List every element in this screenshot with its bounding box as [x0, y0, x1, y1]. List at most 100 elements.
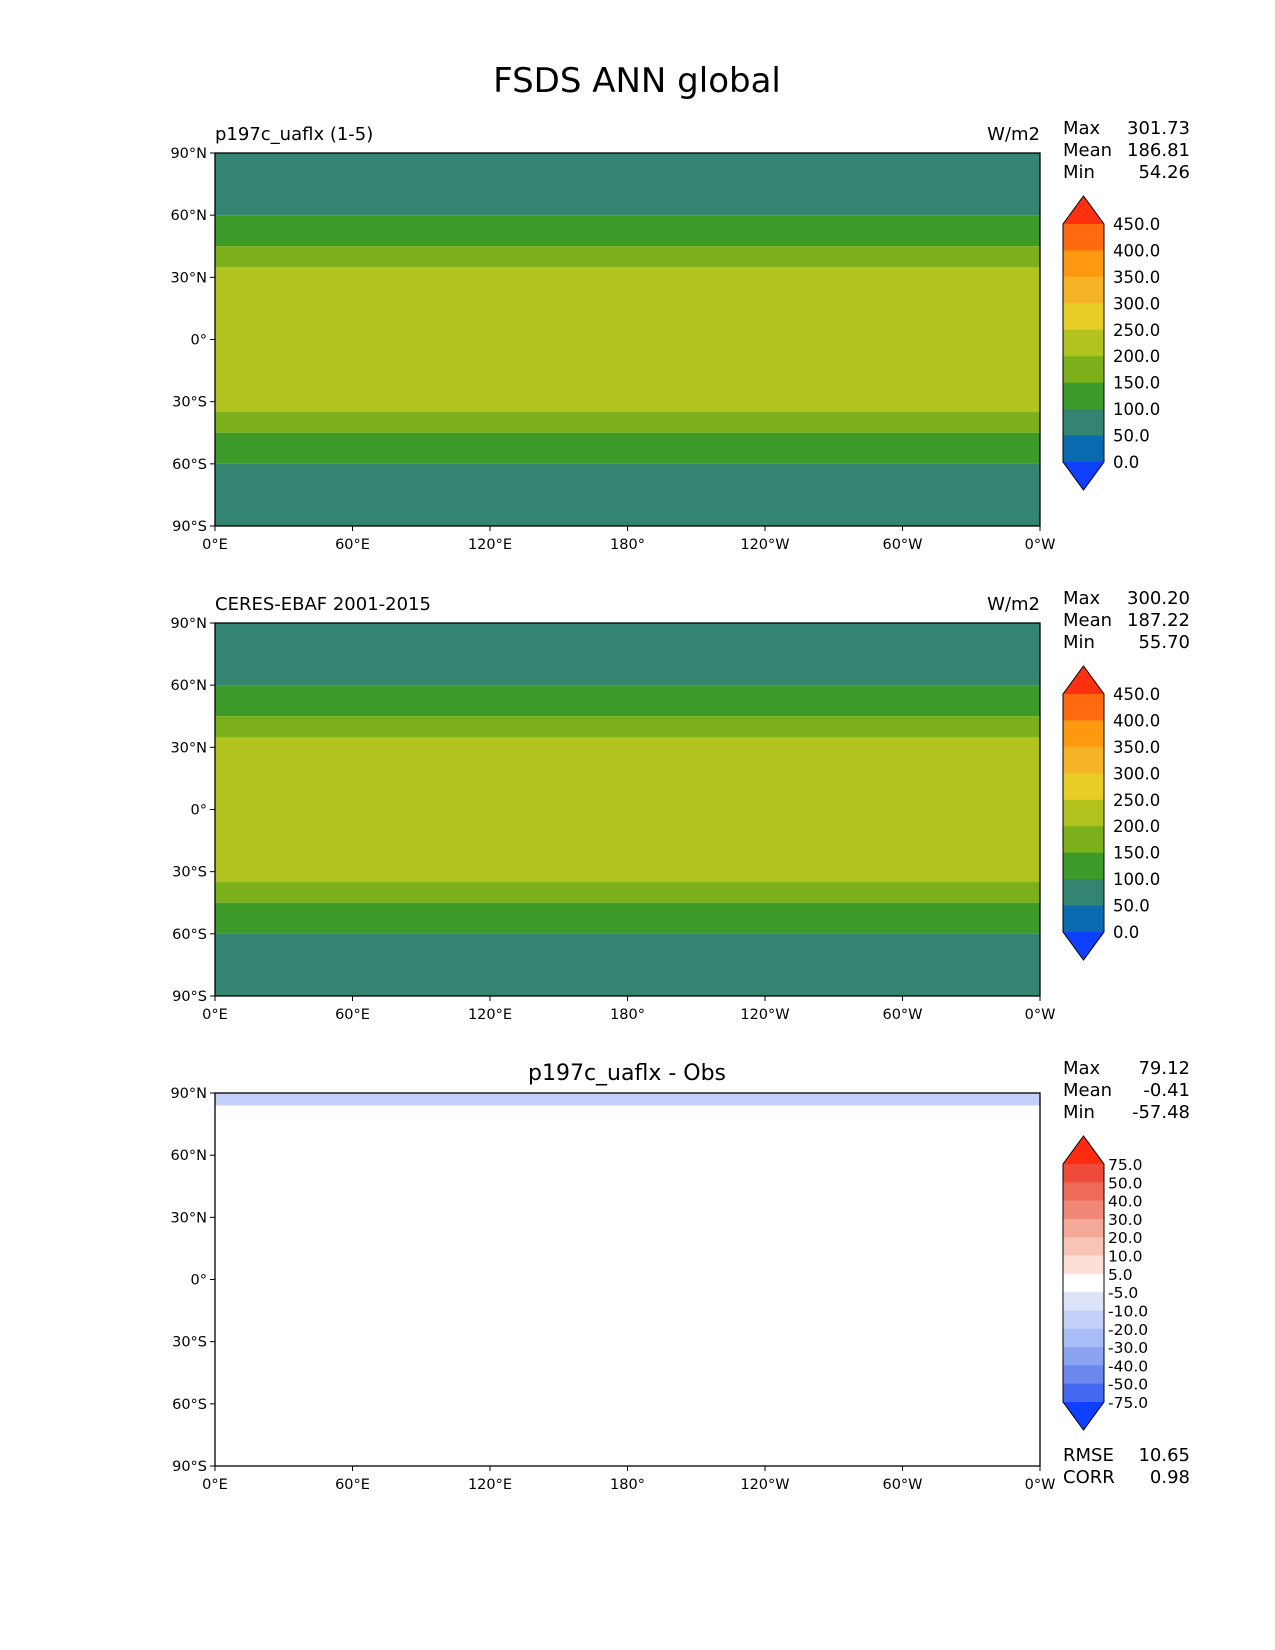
- colorbar-label: 350.0: [1113, 738, 1160, 757]
- field-band: [215, 1105, 1040, 1466]
- y-tick-label: 90°N: [170, 616, 207, 632]
- x-tick-label: 120°W: [740, 1477, 789, 1493]
- field-band: [215, 463, 1040, 526]
- y-tick-label: 30°S: [172, 865, 207, 881]
- x-tick-label: 60°E: [335, 537, 370, 553]
- colorbar-segment: [1063, 1310, 1104, 1330]
- colorbar-label: -20.0: [1108, 1321, 1148, 1339]
- colorbar-label: 300.0: [1113, 294, 1160, 313]
- colorbar-segment: [1063, 382, 1104, 410]
- field-band: [215, 736, 1040, 883]
- colorbar-label: 150.0: [1113, 844, 1160, 863]
- field-band: [215, 623, 1040, 686]
- panel-units: W/m2: [987, 124, 1040, 145]
- colorbar-outline: [1062, 1135, 1105, 1431]
- x-tick-label: 180°: [610, 1007, 645, 1023]
- panel-units: W/m2: [987, 594, 1040, 615]
- stat-value: 186.81: [1127, 140, 1190, 161]
- colorbar-label: 50.0: [1113, 427, 1150, 446]
- colorbar-label: 50.0: [1113, 897, 1150, 916]
- colorbar-segment: [1063, 1273, 1104, 1293]
- field-band: [215, 716, 1040, 737]
- colorbar-label: 350.0: [1113, 268, 1160, 287]
- colorbar-label: 20.0: [1108, 1229, 1143, 1247]
- panel-title: p197c_uaflx - Obs: [528, 1061, 726, 1086]
- figure-title: FSDS ANN global: [493, 61, 781, 101]
- colorbar-segment: [1063, 799, 1104, 827]
- colorbar-outline: [1062, 665, 1105, 961]
- x-tick-label: 60°W: [882, 537, 922, 553]
- y-tick-label: 30°N: [170, 1210, 207, 1226]
- colorbar-label: 30.0: [1108, 1211, 1143, 1229]
- colorbar-extend-bottom: [1063, 462, 1104, 490]
- x-tick-label: 0°W: [1025, 1477, 1056, 1493]
- colorbar-label: 450.0: [1113, 685, 1160, 704]
- colorbar-segment: [1063, 694, 1104, 721]
- colorbar-label: 75.0: [1108, 1156, 1143, 1174]
- colorbar-label: -5.0: [1108, 1284, 1138, 1302]
- colorbar-segment: [1063, 826, 1104, 854]
- y-tick-label: 90°S: [172, 989, 207, 1005]
- colorbar-segment: [1063, 879, 1104, 907]
- map-field: [215, 153, 1040, 526]
- field-band: [215, 902, 1040, 934]
- y-tick-label: 90°S: [172, 519, 207, 535]
- colorbar: 75.050.040.030.020.010.05.0-5.0-10.0-20.…: [1062, 1135, 1148, 1431]
- y-tick-label: 0°: [191, 803, 207, 819]
- colorbar-segment: [1063, 1292, 1104, 1311]
- field-band: [215, 685, 1040, 717]
- x-tick-label: 0°E: [202, 1477, 228, 1493]
- x-tick-label: 0°E: [202, 1007, 228, 1023]
- stat-label: Min: [1063, 632, 1095, 653]
- colorbar-label: -10.0: [1108, 1302, 1148, 1320]
- colorbar: 450.0 400.0 350.0 300.0 250.0 200.0 150.0 100.0…: [1062, 665, 1160, 961]
- colorbar-segment: [1063, 1328, 1104, 1348]
- field-band: [215, 933, 1040, 996]
- field-band: [215, 412, 1040, 433]
- panel-reference: CERES-EBAF 2001-2015 W/m2 0°E 60°E 120°E 18…: [170, 588, 1190, 1023]
- x-tick-label: 120°E: [468, 1477, 512, 1493]
- field-band: [215, 266, 1040, 413]
- colorbar-segment: [1063, 1164, 1104, 1183]
- colorbar-label: 50.0: [1108, 1174, 1143, 1192]
- field-band: [215, 1093, 1040, 1106]
- field-band: [215, 246, 1040, 267]
- colorbar-label: -50.0: [1108, 1376, 1148, 1394]
- colorbar-extend-bottom: [1063, 1402, 1104, 1430]
- x-tick-label: 0°W: [1025, 537, 1056, 553]
- colorbar-outline: [1062, 195, 1105, 491]
- stat-value: -0.41: [1143, 1080, 1190, 1101]
- y-tick-label: 0°: [191, 1273, 207, 1289]
- x-tick-label: 120°W: [740, 537, 789, 553]
- x-tick-label: 60°E: [335, 1007, 370, 1023]
- stat-label: Max: [1063, 1058, 1101, 1079]
- stat-value: 79.12: [1138, 1058, 1190, 1079]
- colorbar-segment: [1063, 1365, 1104, 1385]
- colorbar-label: -30.0: [1108, 1339, 1148, 1357]
- colorbar-segment: [1063, 720, 1104, 748]
- field-band: [215, 432, 1040, 464]
- y-tick-label: 90°N: [170, 146, 207, 162]
- colorbar-label: 200.0: [1113, 817, 1160, 836]
- colorbar-label: 150.0: [1113, 374, 1160, 393]
- colorbar: 450.0 400.0 350.0 300.0 250.0 200.0 150.0 100.0…: [1062, 195, 1160, 491]
- map-field: [215, 1093, 1040, 1466]
- y-tick-label: 30°N: [170, 740, 207, 756]
- colorbar-extend-top: [1063, 666, 1104, 694]
- x-tick-label: 120°E: [468, 537, 512, 553]
- colorbar-segment: [1063, 1182, 1104, 1202]
- x-tick-label: 0°E: [202, 537, 228, 553]
- colorbar-label: 0.0: [1113, 923, 1139, 942]
- colorbar-label: -75.0: [1108, 1394, 1148, 1412]
- colorbar-segment: [1063, 303, 1104, 331]
- colorbar-label: 400.0: [1113, 241, 1160, 260]
- panel-title: CERES-EBAF 2001-2015: [215, 594, 431, 615]
- colorbar-segment: [1063, 1237, 1104, 1257]
- colorbar-segment: [1063, 276, 1104, 304]
- x-tick-label: 60°W: [882, 1477, 922, 1493]
- colorbar-label: 5.0: [1108, 1266, 1133, 1284]
- stat-label: Min: [1063, 162, 1095, 183]
- colorbar-segment: [1063, 1347, 1104, 1366]
- colorbar-extend-top: [1063, 196, 1104, 224]
